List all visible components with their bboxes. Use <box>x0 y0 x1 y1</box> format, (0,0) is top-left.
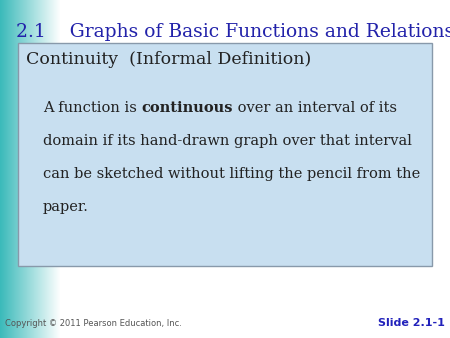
Text: paper.: paper. <box>43 200 89 214</box>
Text: can be sketched without lifting the pencil from the: can be sketched without lifting the penc… <box>43 167 420 181</box>
Text: 2.1    Graphs of Basic Functions and Relations: 2.1 Graphs of Basic Functions and Relati… <box>16 23 450 41</box>
Text: Continuity  (Informal Definition): Continuity (Informal Definition) <box>26 51 311 68</box>
Text: domain if its hand-drawn graph over that interval: domain if its hand-drawn graph over that… <box>43 134 412 148</box>
Text: continuous: continuous <box>141 101 233 115</box>
FancyBboxPatch shape <box>18 43 432 266</box>
Text: A function is: A function is <box>43 101 141 115</box>
Text: Slide 2.1-1: Slide 2.1-1 <box>378 318 445 328</box>
Text: over an interval of its: over an interval of its <box>233 101 397 115</box>
Text: Copyright © 2011 Pearson Education, Inc.: Copyright © 2011 Pearson Education, Inc. <box>5 319 182 328</box>
